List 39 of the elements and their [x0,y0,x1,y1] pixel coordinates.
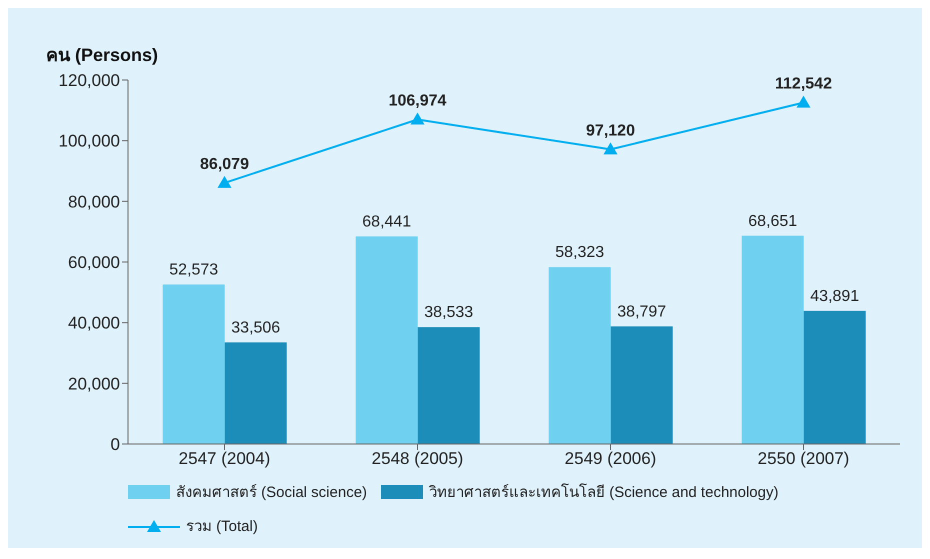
data-label: 112,542 [775,76,832,93]
legend-label: รวม (Total) [186,517,258,537]
legend-label: วิทยาศาสตร์และเทคโนโลยี (Science and technology) [429,482,778,503]
data-label: 86,079 [200,156,250,173]
x-tick-label: 2547 (2004) [178,449,270,468]
data-label: 38,533 [424,304,474,322]
y-tick-label: 20,000 [68,374,120,394]
bar [610,326,673,444]
y-tick-label: 0 [110,435,120,454]
bar [548,267,611,444]
x-tick-label: 2549 (2006) [564,449,656,468]
y-tick-label: 120,000 [58,71,120,90]
y-tick-label: 100,000 [58,132,120,151]
data-label: 106,974 [388,92,447,110]
data-label: 68,441 [362,213,412,230]
y-tick-label: 80,000 [68,192,120,212]
legend-label: สังคมศาสตร์ (Social science) [176,483,368,503]
point [796,96,810,108]
y-axis-title: คน (Persons) [46,44,158,67]
bar [224,342,287,444]
x-tick-label: 2548 (2005) [372,449,464,468]
data-label: 68,651 [748,212,798,230]
data-label: 58,323 [555,244,604,262]
data-label: 97,120 [586,122,636,140]
y-tick-label: 40,000 [68,314,120,333]
bar [804,310,866,444]
bar [162,284,225,444]
point [410,112,424,125]
x-tick-label: 2550 (2007) [758,449,850,468]
data-label: 33,506 [231,319,280,336]
bar [742,236,804,444]
bar [418,327,480,444]
point [218,176,232,188]
data-label: 38,797 [617,303,666,320]
data-label: 52,573 [169,262,218,279]
y-tick-label: 60,000 [68,253,120,272]
point [604,142,618,154]
bar [356,236,418,444]
data-label: 43,891 [810,288,860,305]
